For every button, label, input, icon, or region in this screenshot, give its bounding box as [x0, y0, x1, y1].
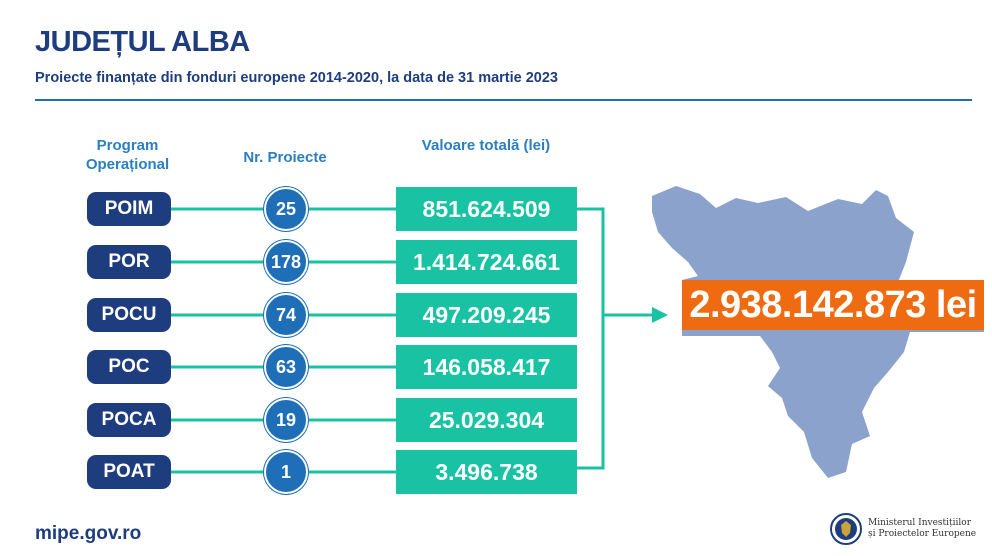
project-count-circle: 19	[264, 398, 308, 442]
program-label: POIM	[87, 192, 171, 226]
project-count-circle: 25	[264, 187, 308, 231]
footer-url[interactable]: mipe.gov.ro	[35, 523, 142, 544]
project-count-circle: 74	[264, 293, 308, 337]
program-label: POAT	[87, 455, 171, 489]
ministry-crest-icon	[830, 513, 862, 545]
total-value-badge: 2.938.142.873 lei	[682, 280, 984, 330]
column-header-count: Nr. Proiecte	[243, 149, 327, 166]
total-value-box: 146.058.417	[396, 345, 577, 389]
bracket-line	[577, 207, 605, 470]
program-label: POC	[87, 350, 171, 384]
total-value-box: 25.029.304	[396, 398, 577, 442]
total-value-box: 851.624.509	[396, 187, 577, 231]
header-divider	[35, 99, 972, 101]
total-value-box: 1.414.724.661	[396, 240, 577, 284]
project-count-circle: 1	[264, 450, 308, 494]
ministry-name: Ministerul Investițiilor și Proiectelor …	[868, 518, 976, 540]
page-title: JUDEȚUL ALBA	[35, 26, 250, 58]
column-header-program: Program Operațional	[85, 137, 170, 173]
program-label: POCU	[87, 298, 171, 332]
program-label: POCA	[87, 403, 171, 437]
arrow-head	[652, 307, 668, 323]
total-value-box: 3.496.738	[396, 450, 577, 494]
project-count-circle: 178	[264, 240, 308, 284]
project-count-circle: 63	[264, 345, 308, 389]
ministry-name-line2: și Proiectelor Europene	[868, 529, 977, 539]
total-value-box: 497.209.245	[396, 293, 577, 337]
page-subtitle: Proiecte finanțate din fonduri europene …	[35, 70, 558, 86]
ministry-name-line1: Ministerul Investițiilor	[868, 518, 972, 528]
column-header-value: Valoare totală (lei)	[421, 137, 551, 154]
program-label: POR	[87, 245, 171, 279]
